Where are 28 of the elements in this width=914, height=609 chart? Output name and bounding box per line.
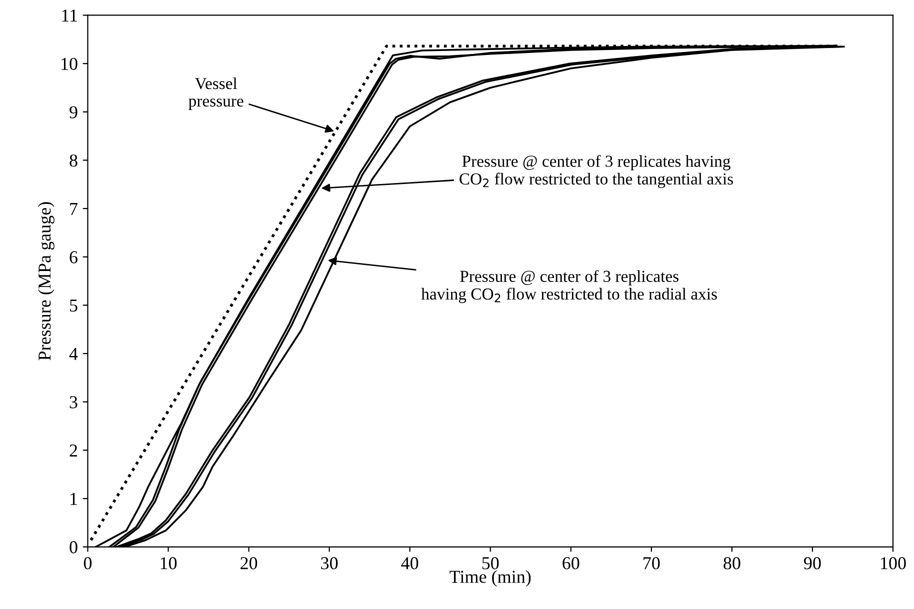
y-tick-label: 2 bbox=[70, 444, 78, 456]
y-tick-label: 10 bbox=[62, 58, 78, 70]
annotation: Vessel pressure bbox=[188, 77, 244, 110]
x-axis-title: Time (min) bbox=[450, 570, 531, 587]
y-tick-label: 3 bbox=[70, 396, 78, 408]
x-tick-label: 50 bbox=[482, 557, 499, 570]
x-tick-label: 0 bbox=[84, 557, 92, 570]
annotation: Pressure @ center of 3 replicates having CO$_{2}$ flow restricted to the tangential axis bbox=[460, 154, 733, 188]
x-tick-label: 10 bbox=[160, 557, 177, 570]
x-tick-label: 30 bbox=[321, 557, 338, 570]
y-tick-label: 7 bbox=[70, 202, 78, 215]
x-tick-label: 70 bbox=[644, 557, 660, 570]
y-tick-label: 5 bbox=[70, 300, 78, 312]
y-tick-label: 8 bbox=[70, 154, 78, 167]
y-axis-title: Pressure (MPa gauge) bbox=[38, 202, 54, 360]
x-tick-label: 20 bbox=[240, 557, 258, 570]
y-tick-label: 9 bbox=[70, 106, 78, 118]
annotation: Pressure @ center of 3 replicates having CO$_{2}$ flow restricted to the radial axis bbox=[421, 270, 717, 304]
x-tick-label: 60 bbox=[562, 557, 580, 570]
x-tick-label: 90 bbox=[804, 557, 821, 570]
y-tick-label: 11 bbox=[62, 10, 77, 22]
x-tick-label: 100 bbox=[881, 557, 906, 570]
y-tick-label: 6 bbox=[70, 251, 78, 264]
y-tick-label: 1 bbox=[70, 492, 77, 505]
x-tick-label: 40 bbox=[401, 557, 418, 570]
x-tick-label: 80 bbox=[724, 557, 740, 570]
y-tick-label: 0 bbox=[70, 541, 78, 554]
y-tick-label: 4 bbox=[69, 348, 78, 360]
